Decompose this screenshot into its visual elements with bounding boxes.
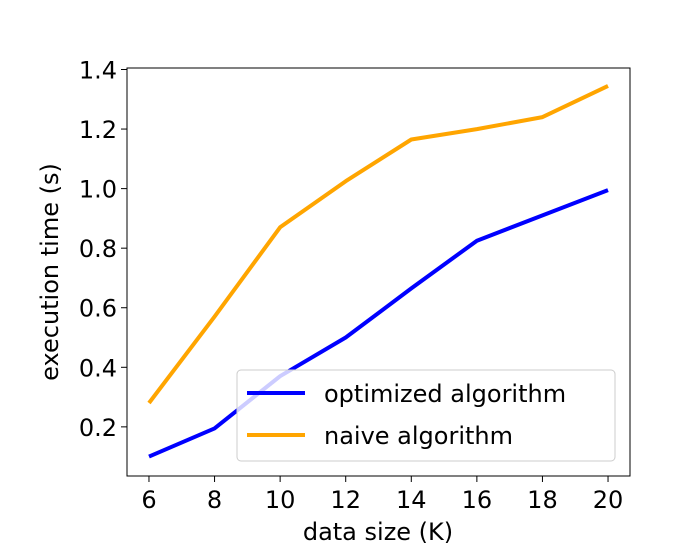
series-line-naive-algorithm	[147, 84, 609, 405]
legend-label: optimized algorithm	[324, 380, 566, 408]
x-tick-label: 12	[330, 486, 361, 514]
y-tick-label: 0.2	[79, 414, 117, 442]
y-axis-label: execution time (s)	[36, 163, 64, 381]
y-tick-label: 0.4	[79, 354, 117, 382]
x-tick-label: 18	[527, 486, 558, 514]
y-axis-ticks: 0.2 0.4 0.6 0.8 1.0 1.2 1.4	[79, 56, 127, 442]
legend: optimized algorithm naive algorithm	[236, 369, 616, 462]
x-tick-label: 10	[265, 486, 296, 514]
x-tick-label: 20	[593, 486, 624, 514]
x-axis-ticks: 6 8 10 12 14 16 18 20	[141, 476, 623, 514]
legend-box	[236, 369, 616, 462]
y-tick-label: 0.8	[79, 235, 117, 263]
y-tick-label: 1.0	[79, 176, 117, 204]
x-tick-label: 16	[462, 486, 493, 514]
y-tick-label: 1.4	[79, 56, 117, 84]
y-tick-label: 1.2	[79, 116, 117, 144]
plot-frame	[126, 67, 631, 477]
legend-label: naive algorithm	[324, 422, 513, 450]
y-tick-label: 0.6	[79, 295, 117, 323]
x-tick-label: 8	[207, 486, 222, 514]
series-lines	[147, 84, 609, 459]
x-tick-label: 14	[396, 486, 427, 514]
x-tick-label: 6	[141, 486, 156, 514]
series-line-optimized-algorithm	[148, 188, 609, 459]
x-axis-label: data size (K)	[303, 518, 453, 546]
